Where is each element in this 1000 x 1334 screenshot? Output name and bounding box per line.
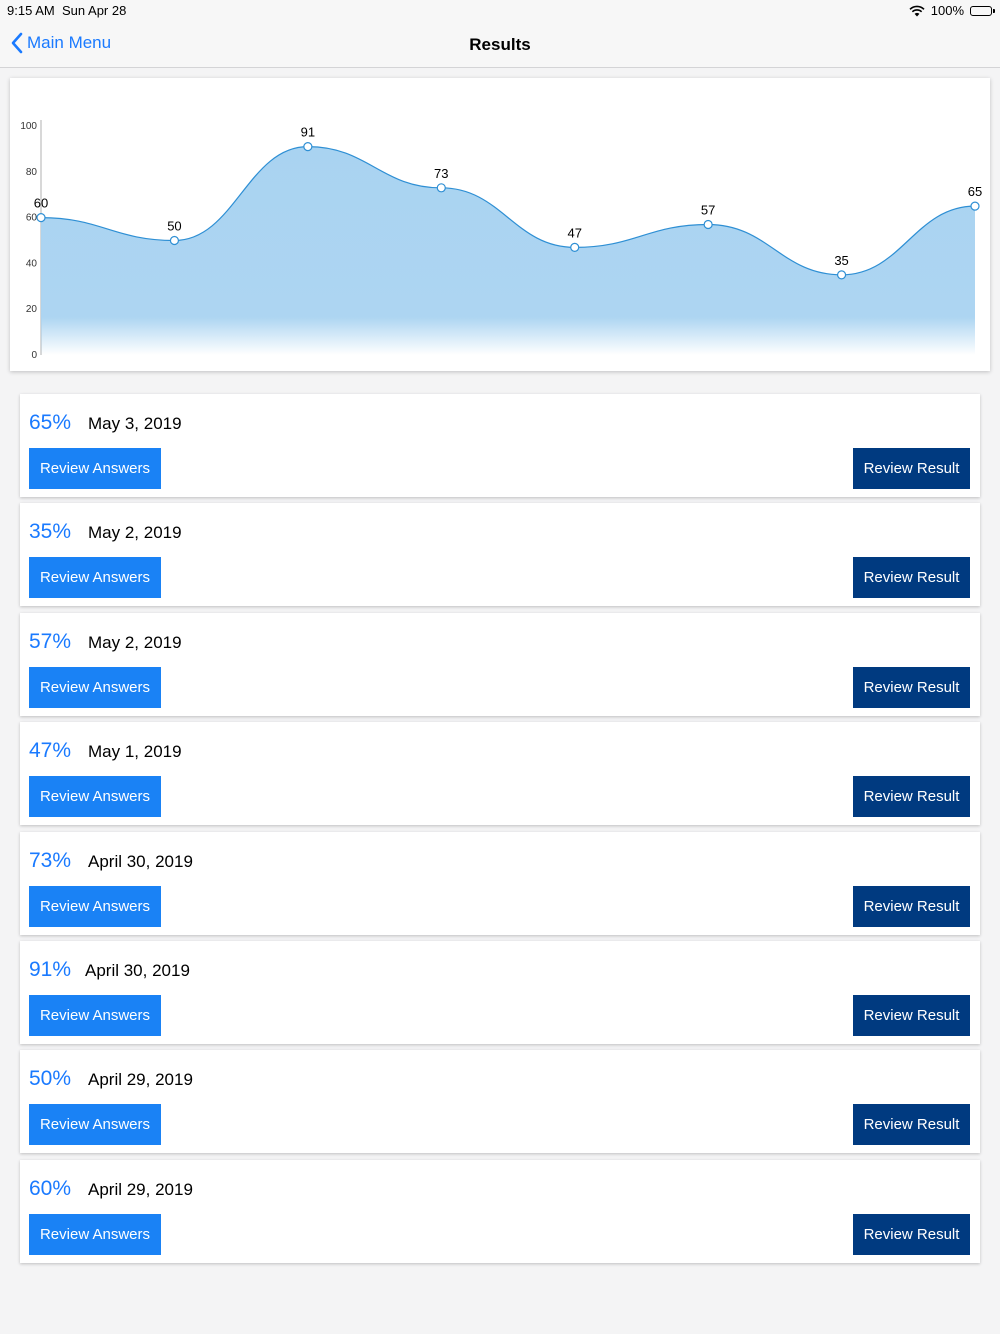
result-date: April 30, 2019 — [85, 960, 190, 980]
y-tick-label: 20 — [26, 304, 38, 315]
data-label: 65 — [968, 184, 982, 199]
data-point — [169, 235, 180, 246]
y-tick-label: 60 — [26, 213, 38, 224]
result-date: May 2, 2019 — [88, 523, 182, 543]
data-label: 57 — [701, 202, 715, 217]
review-result-button[interactable]: Review Result — [853, 776, 970, 818]
result-percentage: 65% — [29, 411, 72, 434]
result-date: May 1, 2019 — [88, 742, 182, 762]
data-label: 73 — [434, 166, 448, 181]
status-right: 100% — [909, 3, 995, 18]
result-card: 57% May 2, 2019 Review Answers Review Re… — [20, 612, 980, 716]
back-button[interactable]: Main Menu — [10, 32, 111, 54]
status-time: 9:15 AM — [7, 3, 55, 18]
page-title: Results — [469, 35, 531, 54]
data-label: 60 — [34, 196, 48, 211]
review-result-button[interactable]: Review Result — [853, 666, 970, 708]
review-result-button[interactable]: Review Result — [853, 448, 970, 489]
result-card: 65% May 3, 2019 Review Answers Review Re… — [20, 394, 980, 497]
chevron-left-icon — [11, 32, 23, 54]
review-result-button[interactable]: Review Result — [853, 1104, 970, 1146]
data-point — [303, 142, 313, 152]
results-list: 65% May 3, 2019 Review Answers Review Re… — [20, 394, 980, 1269]
data-point — [570, 242, 580, 252]
result-card: 35% May 2, 2019 Review Answers Review Re… — [20, 503, 980, 607]
data-point — [836, 270, 847, 280]
result-percentage: 57% — [29, 629, 72, 653]
result-date: May 2, 2019 — [88, 632, 182, 652]
result-card: 60% April 29, 2019 Review Answers Review… — [20, 1159, 980, 1263]
result-card: 50% April 29, 2019 Review Answers Review… — [20, 1050, 980, 1154]
result-date: April 30, 2019 — [88, 851, 193, 871]
result-card: 91% April 30, 2019 Review Answers Review… — [20, 940, 980, 1044]
result-percentage: 91% — [29, 957, 72, 981]
data-point — [36, 213, 46, 223]
battery-percent: 100% — [930, 3, 964, 18]
review-answers-button[interactable]: Review Answers — [29, 448, 161, 489]
result-percentage: 47% — [29, 739, 72, 763]
y-tick-label: 80 — [26, 167, 38, 178]
wifi-icon — [909, 5, 925, 16]
y-tick-label: 100 — [20, 121, 37, 132]
data-points: 60 50 91 73 47 57 35 65 — [34, 125, 982, 280]
result-percentage: 73% — [29, 848, 72, 872]
review-result-button[interactable]: Review Result — [853, 994, 970, 1036]
score-chart-svg: 0 20 40 60 80 100 60 50 91 73 47 57 35 65 — [20, 120, 982, 361]
data-label: 91 — [301, 125, 315, 140]
result-percentage: 60% — [29, 1176, 72, 1200]
navigation-bar: Main Menu Results — [0, 22, 1000, 68]
review-answers-button[interactable]: Review Answers — [29, 776, 161, 818]
status-bar: 9:15 AM Sun Apr 28 100% — [0, 0, 1000, 22]
review-answers-button[interactable]: Review Answers — [29, 994, 161, 1036]
review-answers-button[interactable]: Review Answers — [29, 666, 161, 708]
result-date: April 29, 2019 — [88, 1179, 193, 1199]
data-label: 35 — [834, 253, 848, 268]
review-answers-button[interactable]: Review Answers — [29, 1213, 161, 1255]
y-tick-label: 0 — [31, 350, 37, 361]
series-line — [40, 146, 976, 276]
area-fill — [41, 146, 975, 355]
result-percentage: 50% — [29, 1067, 72, 1091]
y-tick-label: 40 — [26, 258, 38, 269]
battery-icon — [970, 5, 995, 16]
result-card: 47% May 1, 2019 Review Answers Review Re… — [20, 722, 980, 826]
data-point — [970, 201, 980, 211]
status-date: Sun Apr 28 — [62, 3, 127, 18]
y-axis: 0 20 40 60 80 100 — [20, 120, 42, 361]
result-percentage: 35% — [29, 520, 72, 544]
back-button-label: Main Menu — [27, 33, 112, 52]
score-chart: 0 20 40 60 80 100 60 50 91 73 47 57 35 65 — [10, 78, 990, 371]
data-point — [436, 183, 446, 193]
result-date: May 3, 2019 — [88, 414, 182, 433]
data-point — [703, 219, 713, 230]
review-result-button[interactable]: Review Result — [853, 1213, 970, 1255]
review-result-button[interactable]: Review Result — [853, 885, 970, 927]
review-answers-button[interactable]: Review Answers — [29, 1104, 161, 1146]
review-answers-button[interactable]: Review Answers — [29, 885, 161, 927]
review-answers-button[interactable]: Review Answers — [29, 557, 161, 599]
result-card: 73% April 30, 2019 Review Answers Review… — [20, 831, 980, 935]
data-label: 47 — [567, 225, 581, 240]
result-date: April 29, 2019 — [88, 1070, 193, 1090]
data-label: 50 — [167, 219, 181, 234]
review-result-button[interactable]: Review Result — [853, 557, 970, 599]
